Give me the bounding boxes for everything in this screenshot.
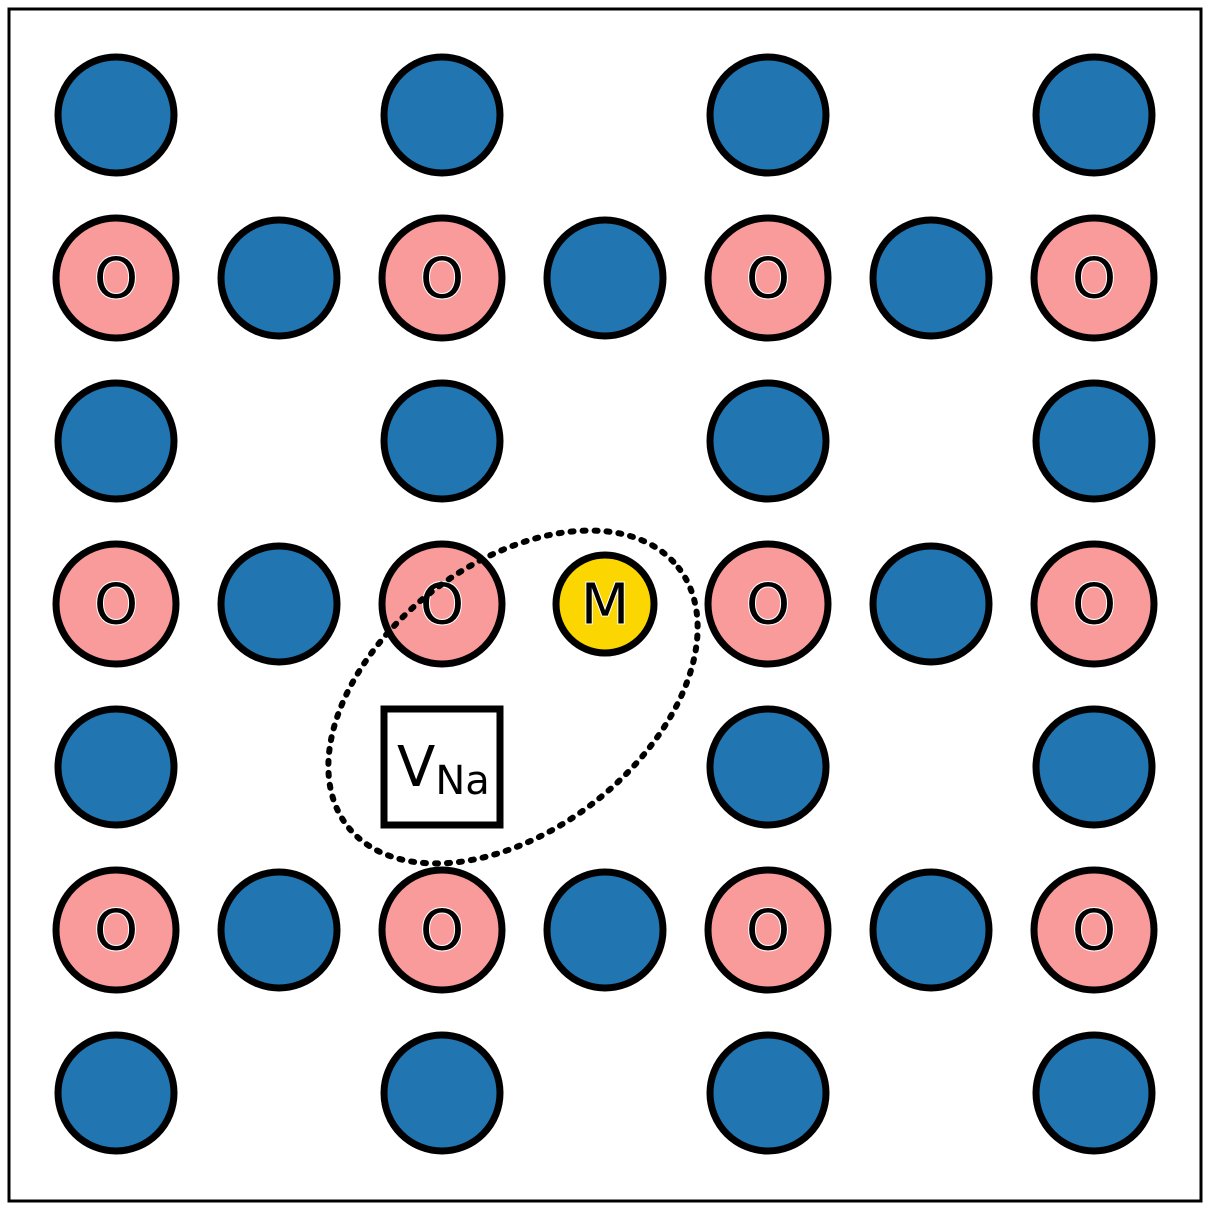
host-atom (380, 1031, 504, 1155)
host-atom (869, 868, 993, 992)
oxygen-label: O (420, 899, 464, 964)
host-atom (217, 868, 341, 992)
oxygen-label: O (1072, 573, 1116, 638)
host-atom (1032, 705, 1156, 829)
oxygen-label: O (1072, 899, 1116, 964)
host-atom (1032, 1031, 1156, 1155)
oxygen-label: O (94, 899, 138, 964)
vacancy-site (380, 705, 504, 829)
host-atom (217, 216, 341, 340)
host-atom (706, 379, 830, 503)
oxygen-label: O (746, 899, 790, 964)
oxygen-label: O (94, 573, 138, 638)
oxygen-label: O (94, 247, 138, 312)
host-atom (217, 542, 341, 666)
host-atom (869, 542, 993, 666)
oxygen-atom (52, 866, 180, 994)
oxygen-atom (1030, 214, 1158, 342)
lattice-sites: O O O O O O M O O VNa O O O O (52, 53, 1158, 1155)
host-atom (1032, 53, 1156, 177)
oxygen-atom (1030, 540, 1158, 668)
oxygen-atom (704, 540, 832, 668)
host-atom (706, 53, 830, 177)
oxygen-atom (378, 866, 506, 994)
oxygen-label: O (746, 247, 790, 312)
vacancy-label-main: V (397, 735, 435, 800)
oxygen-atom (704, 866, 832, 994)
oxygen-atom (52, 540, 180, 668)
dopant-label: M (581, 573, 629, 638)
oxygen-label: O (420, 573, 464, 638)
oxygen-atom (1030, 866, 1158, 994)
host-atom (380, 53, 504, 177)
host-atom (54, 705, 178, 829)
defect-complex-outline (325, 527, 701, 867)
oxygen-atom (704, 214, 832, 342)
oxygen-label: O (746, 573, 790, 638)
host-atom (54, 53, 178, 177)
host-atom (380, 379, 504, 503)
oxygen-label: O (1072, 247, 1116, 312)
vacancy-label: VNa (397, 735, 490, 804)
vacancy-label-subscript: Na (435, 758, 489, 804)
host-atom (543, 216, 667, 340)
host-atom (543, 868, 667, 992)
dopant-atom (552, 551, 658, 657)
host-atom (1032, 379, 1156, 503)
oxygen-label: O (420, 247, 464, 312)
oxygen-atom (378, 540, 506, 668)
oxygen-atom (52, 214, 180, 342)
host-atom (706, 705, 830, 829)
host-atom (54, 1031, 178, 1155)
host-atom (869, 216, 993, 340)
oxygen-atom (378, 214, 506, 342)
host-atom (54, 379, 178, 503)
host-atom (706, 1031, 830, 1155)
